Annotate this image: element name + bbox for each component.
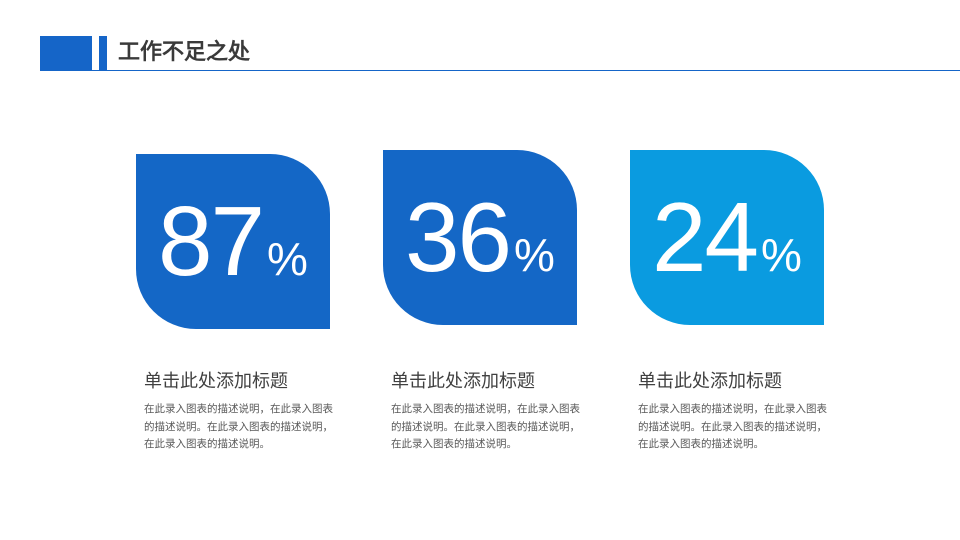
- card-description-2: 在此录入图表的描述说明，在此录入图表的描述说明。在此录入图表的描述说明，在此录入…: [391, 403, 580, 450]
- stat-number: 24: [652, 182, 759, 292]
- stat-unit: %: [267, 233, 308, 285]
- stat-value-3: 24%: [630, 150, 824, 325]
- card-title-2: 单击此处添加标题: [391, 371, 535, 392]
- stat-card-3: 24%: [630, 150, 824, 325]
- page-title: 工作不足之处: [118, 40, 251, 65]
- stat-unit: %: [761, 229, 802, 281]
- card-description-3: 在此录入图表的描述说明，在此录入图表的描述说明。在此录入图表的描述说明，在此录入…: [638, 403, 827, 450]
- header-divider: [40, 70, 960, 71]
- stat-number: 87: [158, 186, 265, 296]
- card-title-3: 单击此处添加标题: [638, 371, 782, 392]
- stat-number: 36: [405, 182, 512, 292]
- header-accent-bar: [99, 36, 107, 70]
- stat-card-2: 36%: [383, 150, 577, 325]
- stat-card-1: 87%: [136, 154, 330, 329]
- header-accent-block: [40, 36, 92, 70]
- card-description-1: 在此录入图表的描述说明，在此录入图表的描述说明。在此录入图表的描述说明，在此录入…: [144, 403, 333, 450]
- stat-unit: %: [514, 229, 555, 281]
- card-title-1: 单击此处添加标题: [144, 371, 288, 392]
- stat-value-1: 87%: [136, 154, 330, 329]
- stat-value-2: 36%: [383, 150, 577, 325]
